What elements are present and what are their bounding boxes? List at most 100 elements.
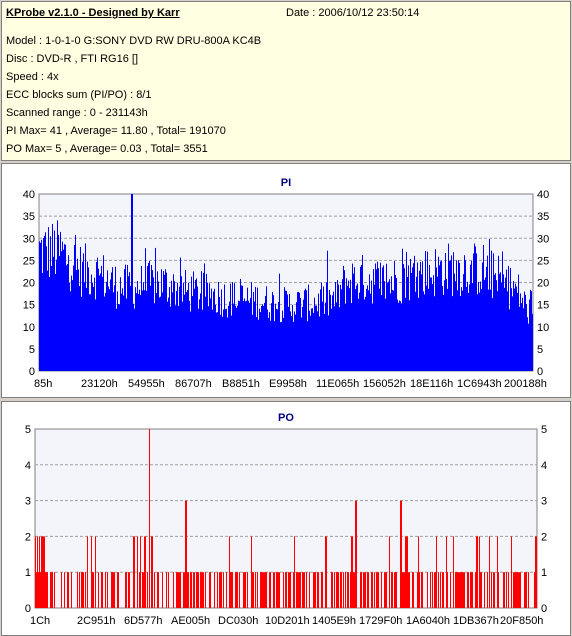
- pi-bar: [293, 321, 294, 371]
- pi-bar: [55, 273, 56, 371]
- pi-bar: [60, 231, 61, 371]
- pi-bar: [454, 273, 455, 371]
- pi-bar: [350, 279, 351, 371]
- pi-bar: [217, 312, 218, 371]
- pi-bar: [414, 255, 415, 371]
- pi-bar: [443, 294, 444, 371]
- pi-bar: [238, 300, 239, 371]
- pi-bar: [191, 276, 192, 371]
- pi-bar: [73, 265, 74, 371]
- pi-bar: [59, 255, 60, 371]
- pi-bar: [134, 308, 135, 371]
- pi-bar: [315, 305, 316, 371]
- pi-bar: [526, 303, 527, 371]
- po-bar: [37, 536, 38, 608]
- pi-bar: [175, 305, 176, 371]
- pi-bar: [513, 281, 514, 371]
- pi-bar: [69, 283, 70, 371]
- po-bar: [35, 536, 36, 608]
- po-bar: [230, 572, 231, 608]
- pi-bar: [222, 316, 223, 371]
- x-tick-label: 18E116h: [410, 378, 453, 390]
- pi-bar: [245, 301, 246, 371]
- po-bar: [61, 572, 62, 608]
- pi-bar: [422, 261, 423, 371]
- pi-bar: [72, 280, 73, 371]
- pi-bar: [41, 239, 42, 371]
- pi-bar: [531, 291, 532, 371]
- pi-bar: [99, 275, 100, 371]
- pi-bar: [291, 316, 292, 371]
- po-bar: [114, 572, 115, 608]
- pi-bar: [241, 285, 242, 371]
- pi-bar: [155, 247, 156, 371]
- pi-bar: [203, 272, 204, 371]
- pi-bar: [460, 296, 461, 371]
- pi-bar: [402, 248, 403, 371]
- po-bar: [456, 572, 457, 608]
- pi-bar: [349, 288, 350, 371]
- pi-bar: [251, 282, 252, 371]
- po-bar: [525, 572, 526, 608]
- pi-bar: [57, 220, 58, 371]
- pi-bar: [324, 313, 325, 371]
- y-tick-label-left: 40: [23, 189, 35, 201]
- po-bar: [255, 572, 256, 608]
- po-bar: [402, 572, 403, 608]
- po-bar: [111, 572, 112, 608]
- pi-bar: [86, 287, 87, 371]
- pi-bar: [317, 311, 318, 371]
- pi-bar: [244, 298, 245, 371]
- pi-bar: [393, 290, 394, 371]
- po-bar: [251, 536, 252, 608]
- pi-bar: [376, 269, 377, 371]
- po-bar: [117, 572, 118, 608]
- po-bar: [480, 572, 481, 608]
- series-bars: [35, 429, 537, 608]
- pi-bar: [403, 264, 404, 371]
- po-bar: [497, 536, 498, 608]
- pi-bar: [516, 286, 517, 371]
- pi-bar: [85, 243, 86, 371]
- pi-bar: [383, 265, 384, 371]
- pi-bar: [462, 290, 463, 371]
- pi-bar: [307, 321, 308, 371]
- pi-bar: [474, 243, 475, 371]
- pi-bar: [108, 286, 109, 371]
- po-bar: [436, 536, 437, 608]
- pi-bar: [356, 285, 357, 371]
- po-bar: [498, 572, 499, 608]
- pi-bar: [472, 283, 473, 371]
- pi-bar: [365, 296, 366, 371]
- po-bar: [79, 572, 80, 608]
- pi-bar: [119, 304, 120, 371]
- pi-bar: [389, 279, 390, 371]
- pi-bar: [63, 249, 64, 371]
- pi-bar: [131, 194, 132, 371]
- po-bar: [54, 572, 55, 608]
- pi-bar: [54, 230, 55, 371]
- po-bar: [202, 572, 203, 608]
- y-tick-label-right: 20: [537, 278, 549, 290]
- po-bar: [196, 572, 197, 608]
- pi-bar: [240, 278, 241, 371]
- pi-bar: [377, 261, 378, 371]
- pi-bar: [107, 270, 108, 371]
- pi-bar: [133, 303, 134, 371]
- chart-title: PI: [281, 177, 291, 189]
- y-tick-label-left: 5: [25, 424, 31, 436]
- pi-bar: [233, 303, 234, 371]
- pi-bar: [237, 305, 238, 371]
- pi-bar: [357, 283, 358, 371]
- pi-bar: [152, 270, 153, 371]
- pi-bar: [117, 291, 118, 371]
- po-bar: [462, 572, 463, 608]
- pi-bar: [207, 282, 208, 371]
- pi-bar: [274, 321, 275, 371]
- po-bar: [253, 572, 254, 608]
- pi-bar: [268, 317, 269, 371]
- po-bar: [337, 572, 338, 608]
- x-tick-label: DC030h: [218, 615, 258, 627]
- pi-bar: [429, 264, 430, 371]
- pi-bar: [61, 251, 62, 371]
